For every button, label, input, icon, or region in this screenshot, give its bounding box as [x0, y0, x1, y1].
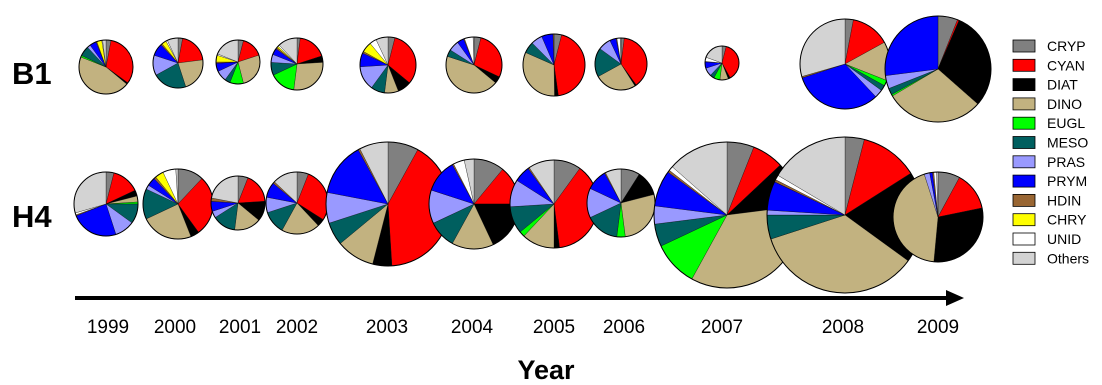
legend-swatch-prym — [1012, 174, 1036, 188]
legend-item-hdin: HDIN — [1012, 192, 1081, 208]
year-label-2005: 2005 — [533, 317, 575, 338]
legend-swatch-cyan — [1012, 58, 1036, 72]
pie-b1-2005 — [522, 33, 586, 97]
row-label-b1: B1 — [12, 56, 52, 91]
legend-label-unid: UNID — [1047, 231, 1081, 247]
pie-outline — [594, 37, 648, 91]
legend-swatch-pras — [1012, 155, 1036, 169]
legend: CRYP CYAN DIAT DINO EUGL MESO PRAS PRYM HDIN CHRY… — [1012, 38, 1089, 266]
legend-item-cyan: CYAN — [1012, 57, 1085, 73]
pie-outline — [884, 15, 992, 123]
legend-item-dino: DINO — [1012, 96, 1082, 112]
pie-h4-1999 — [73, 171, 139, 237]
row-label-h4: H4 — [12, 199, 52, 234]
legend-swatch-chry — [1012, 213, 1036, 227]
pie-h4-2004 — [428, 158, 520, 250]
legend-item-diat: DIAT — [1012, 77, 1078, 93]
pie-b1-2003 — [359, 36, 417, 94]
legend-item-others: Others — [1012, 250, 1089, 266]
pie-slice-dino — [293, 62, 324, 91]
pie-outline — [704, 45, 740, 81]
year-label-2000: 2000 — [154, 317, 196, 338]
legend-swatch-diat — [1012, 78, 1036, 91]
legend-swatch-cryp — [1012, 39, 1036, 53]
legend-swatch-eugl — [1012, 116, 1036, 130]
legend-label-cyan: CYAN — [1047, 57, 1085, 73]
year-label-2009: 2009 — [917, 317, 959, 338]
pie-b1-2006 — [594, 37, 648, 91]
year-label-1999: 1999 — [87, 317, 129, 338]
legend-label-hdin: HDIN — [1047, 192, 1081, 208]
pie-h4-2000 — [142, 168, 214, 240]
pie-b1-1999 — [78, 39, 134, 95]
legend-swatch-unid — [1012, 232, 1036, 246]
pie-h4-2006 — [586, 168, 656, 238]
year-label-2006: 2006 — [603, 317, 645, 338]
pie-outline — [359, 36, 417, 94]
year-label-2002: 2002 — [276, 317, 318, 338]
legend-label-chry: CHRY — [1047, 212, 1087, 228]
pie-outline — [522, 33, 586, 97]
pie-outline — [445, 36, 503, 94]
legend-swatch-meso — [1012, 136, 1036, 149]
year-label-2001: 2001 — [219, 317, 261, 338]
legend-item-prym: PRYM — [1012, 173, 1087, 189]
legend-label-meso: MESO — [1047, 135, 1088, 151]
legend-swatch-dino — [1012, 97, 1036, 111]
year-label-2004: 2004 — [451, 317, 494, 338]
pie-h4-2002 — [265, 171, 329, 235]
legend-swatch-hdin — [1012, 193, 1036, 207]
legend-label-cryp: CRYP — [1047, 38, 1086, 54]
pie-outline — [78, 39, 134, 95]
pie-outline — [215, 39, 261, 85]
legend-item-pras: PRAS — [1012, 154, 1085, 170]
legend-label-others: Others — [1047, 250, 1089, 266]
pie-h4-2003 — [325, 141, 451, 267]
pie-grid — [73, 15, 992, 294]
legend-item-unid: UNID — [1012, 231, 1081, 247]
pie-outline — [73, 171, 139, 237]
pie-outline — [892, 171, 984, 263]
year-label-2003: 2003 — [366, 317, 408, 338]
pie-slice-prym — [884, 15, 939, 76]
pie-b1-2001 — [215, 39, 261, 85]
legend-label-prym: PRYM — [1047, 173, 1087, 189]
legend-item-chry: CHRY — [1012, 212, 1087, 228]
pie-outline — [210, 175, 266, 231]
legend-label-eugl: EUGL — [1047, 115, 1085, 131]
year-labels: 1999 2000 2001 2002 2003 2004 2005 2006 2007 2008… — [87, 317, 959, 338]
pie-b1-2000 — [152, 37, 204, 89]
pie-b1-2008 — [799, 18, 891, 110]
pie-h4-2009 — [892, 171, 984, 263]
legend-item-cryp: CRYP — [1012, 38, 1086, 54]
legend-swatch-others — [1012, 251, 1036, 265]
year-label-2007: 2007 — [701, 317, 743, 338]
time-arrow — [75, 290, 964, 306]
x-axis-title: Year — [517, 355, 575, 385]
legend-label-dino: DINO — [1047, 96, 1082, 112]
legend-item-eugl: EUGL — [1012, 115, 1085, 131]
pie-b1-2002 — [270, 37, 324, 91]
year-label-2008: 2008 — [822, 317, 864, 338]
pie-b1-2007 — [704, 45, 740, 81]
legend-item-meso: MESO — [1012, 135, 1088, 151]
legend-label-pras: PRAS — [1047, 154, 1085, 170]
pie-b1-2004 — [445, 36, 503, 94]
pie-b1-2009 — [884, 15, 992, 123]
pie-outline — [270, 37, 324, 91]
pie-h4-2001 — [210, 175, 266, 231]
pie-h4-2005 — [509, 159, 599, 249]
pie-outline — [152, 37, 204, 89]
time-arrow-head — [946, 290, 964, 306]
legend-label-diat: DIAT — [1047, 77, 1078, 93]
